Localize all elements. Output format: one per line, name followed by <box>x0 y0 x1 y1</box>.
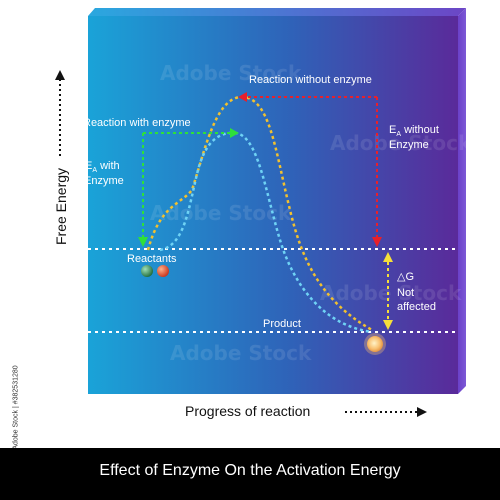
stock-id: Adobe Stock | #382531280 <box>12 365 20 450</box>
svg-text:affected: affected <box>397 301 436 313</box>
watermark: Adobe Stock Adobe Stock Adobe Stock Adob… <box>150 61 472 365</box>
svg-text:Enzyme: Enzyme <box>84 175 124 187</box>
label-reactants: Reactants <box>127 253 177 265</box>
ea-without-enzyme-arrow <box>238 92 382 247</box>
svg-text:Adobe Stock: Adobe Stock <box>330 131 472 155</box>
label-product: Product <box>263 318 301 330</box>
curve-without-enzyme <box>146 95 373 332</box>
reactant-molecule-red <box>157 265 169 277</box>
svg-text:EA with: EA with <box>85 160 120 174</box>
panel-top-face <box>88 8 466 16</box>
reactant-molecule-green <box>141 265 153 277</box>
svg-text:Adobe Stock: Adobe Stock <box>170 341 312 365</box>
y-axis-label: Free Energy <box>53 168 69 245</box>
ea-with-enzyme-arrow <box>138 128 239 247</box>
x-axis: Progress of reaction <box>185 403 427 419</box>
curve-with-enzyme <box>159 131 373 334</box>
delta-g-arrow <box>383 252 393 330</box>
y-axis: Free Energy <box>53 70 69 245</box>
svg-text:Enzyme: Enzyme <box>389 139 429 151</box>
svg-text:Adobe Stock: Adobe Stock <box>160 61 302 85</box>
label-delta-g: △G Not affected <box>397 271 436 313</box>
caption-bar <box>0 448 500 500</box>
x-axis-label: Progress of reaction <box>185 403 310 419</box>
svg-text:EA without: EA without <box>389 124 439 138</box>
label-ea-without-enzyme: EA without Enzyme <box>389 124 439 151</box>
label-ea-with-enzyme: EA with Enzyme <box>84 160 124 187</box>
svg-text:Not: Not <box>397 287 414 299</box>
svg-text:Adobe Stock: Adobe Stock <box>320 281 462 305</box>
svg-text:Adobe Stock: Adobe Stock <box>150 201 292 225</box>
product-molecule <box>367 336 383 352</box>
caption: Effect of Enzyme On the Activation Energ… <box>99 462 401 479</box>
label-reaction-without-enzyme: Reaction without enzyme <box>249 74 372 86</box>
svg-text:△G: △G <box>397 271 414 283</box>
panel-side-face <box>458 8 466 394</box>
label-reaction-with-enzyme: Reaction with enzyme <box>83 117 191 129</box>
